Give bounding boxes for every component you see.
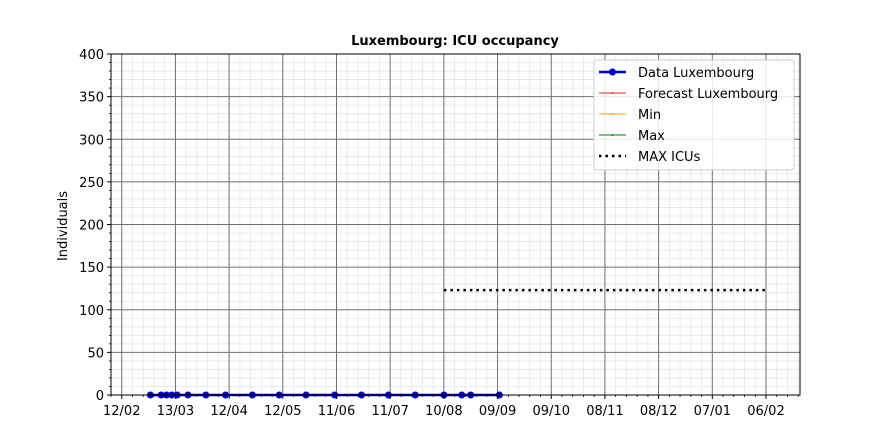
legend: Data Luxembourg Forecast Luxembourg Min Max… <box>593 59 795 171</box>
x-tick-label: 11/07 <box>371 404 408 419</box>
x-tick-label: 11/06 <box>318 404 355 419</box>
axis-ticks: 0 50 100 150 200 250 300 350 400 12/02 13/03 12/04 1… <box>79 48 799 419</box>
y-tick-label: 100 <box>79 304 104 319</box>
legend-label: Data Luxembourg <box>638 66 754 81</box>
x-tick-label: 12/04 <box>210 404 247 419</box>
x-tick-label: 08/12 <box>640 404 677 419</box>
y-tick-label: 0 <box>96 389 104 404</box>
y-tick-label: 300 <box>79 133 104 148</box>
legend-label: Max <box>638 129 665 144</box>
y-tick-label: 250 <box>79 176 104 191</box>
chart-title: Luxembourg: ICU occupancy <box>351 34 559 49</box>
y-tick-label: 400 <box>79 48 104 63</box>
y-axis-label: Individuals <box>56 191 71 261</box>
y-tick-label: 50 <box>87 346 104 361</box>
x-tick-label: 09/09 <box>479 404 516 419</box>
y-tick-label: 350 <box>79 91 104 106</box>
legend-marker-max <box>611 134 614 136</box>
x-tick-label: 10/08 <box>425 404 462 419</box>
legend-box <box>593 59 795 171</box>
legend-label: MAX ICUs <box>638 150 701 165</box>
legend-label: Min <box>638 108 661 123</box>
y-tick-label: 150 <box>79 261 104 276</box>
x-tick-label: 09/10 <box>533 404 570 419</box>
legend-marker-min <box>611 113 614 115</box>
legend-marker-data-luxembourg <box>609 68 616 76</box>
y-tick-label: 200 <box>79 219 104 234</box>
x-tick-label: 06/02 <box>747 404 784 419</box>
x-tick-label: 08/11 <box>586 404 623 419</box>
x-tick-label: 12/02 <box>103 404 140 419</box>
x-tick-label: 13/03 <box>157 404 194 419</box>
legend-marker-forecast-luxembourg <box>611 92 614 94</box>
legend-label: Forecast Luxembourg <box>638 87 778 102</box>
x-tick-label: 07/01 <box>694 404 731 419</box>
x-tick-label: 12/05 <box>264 404 301 419</box>
